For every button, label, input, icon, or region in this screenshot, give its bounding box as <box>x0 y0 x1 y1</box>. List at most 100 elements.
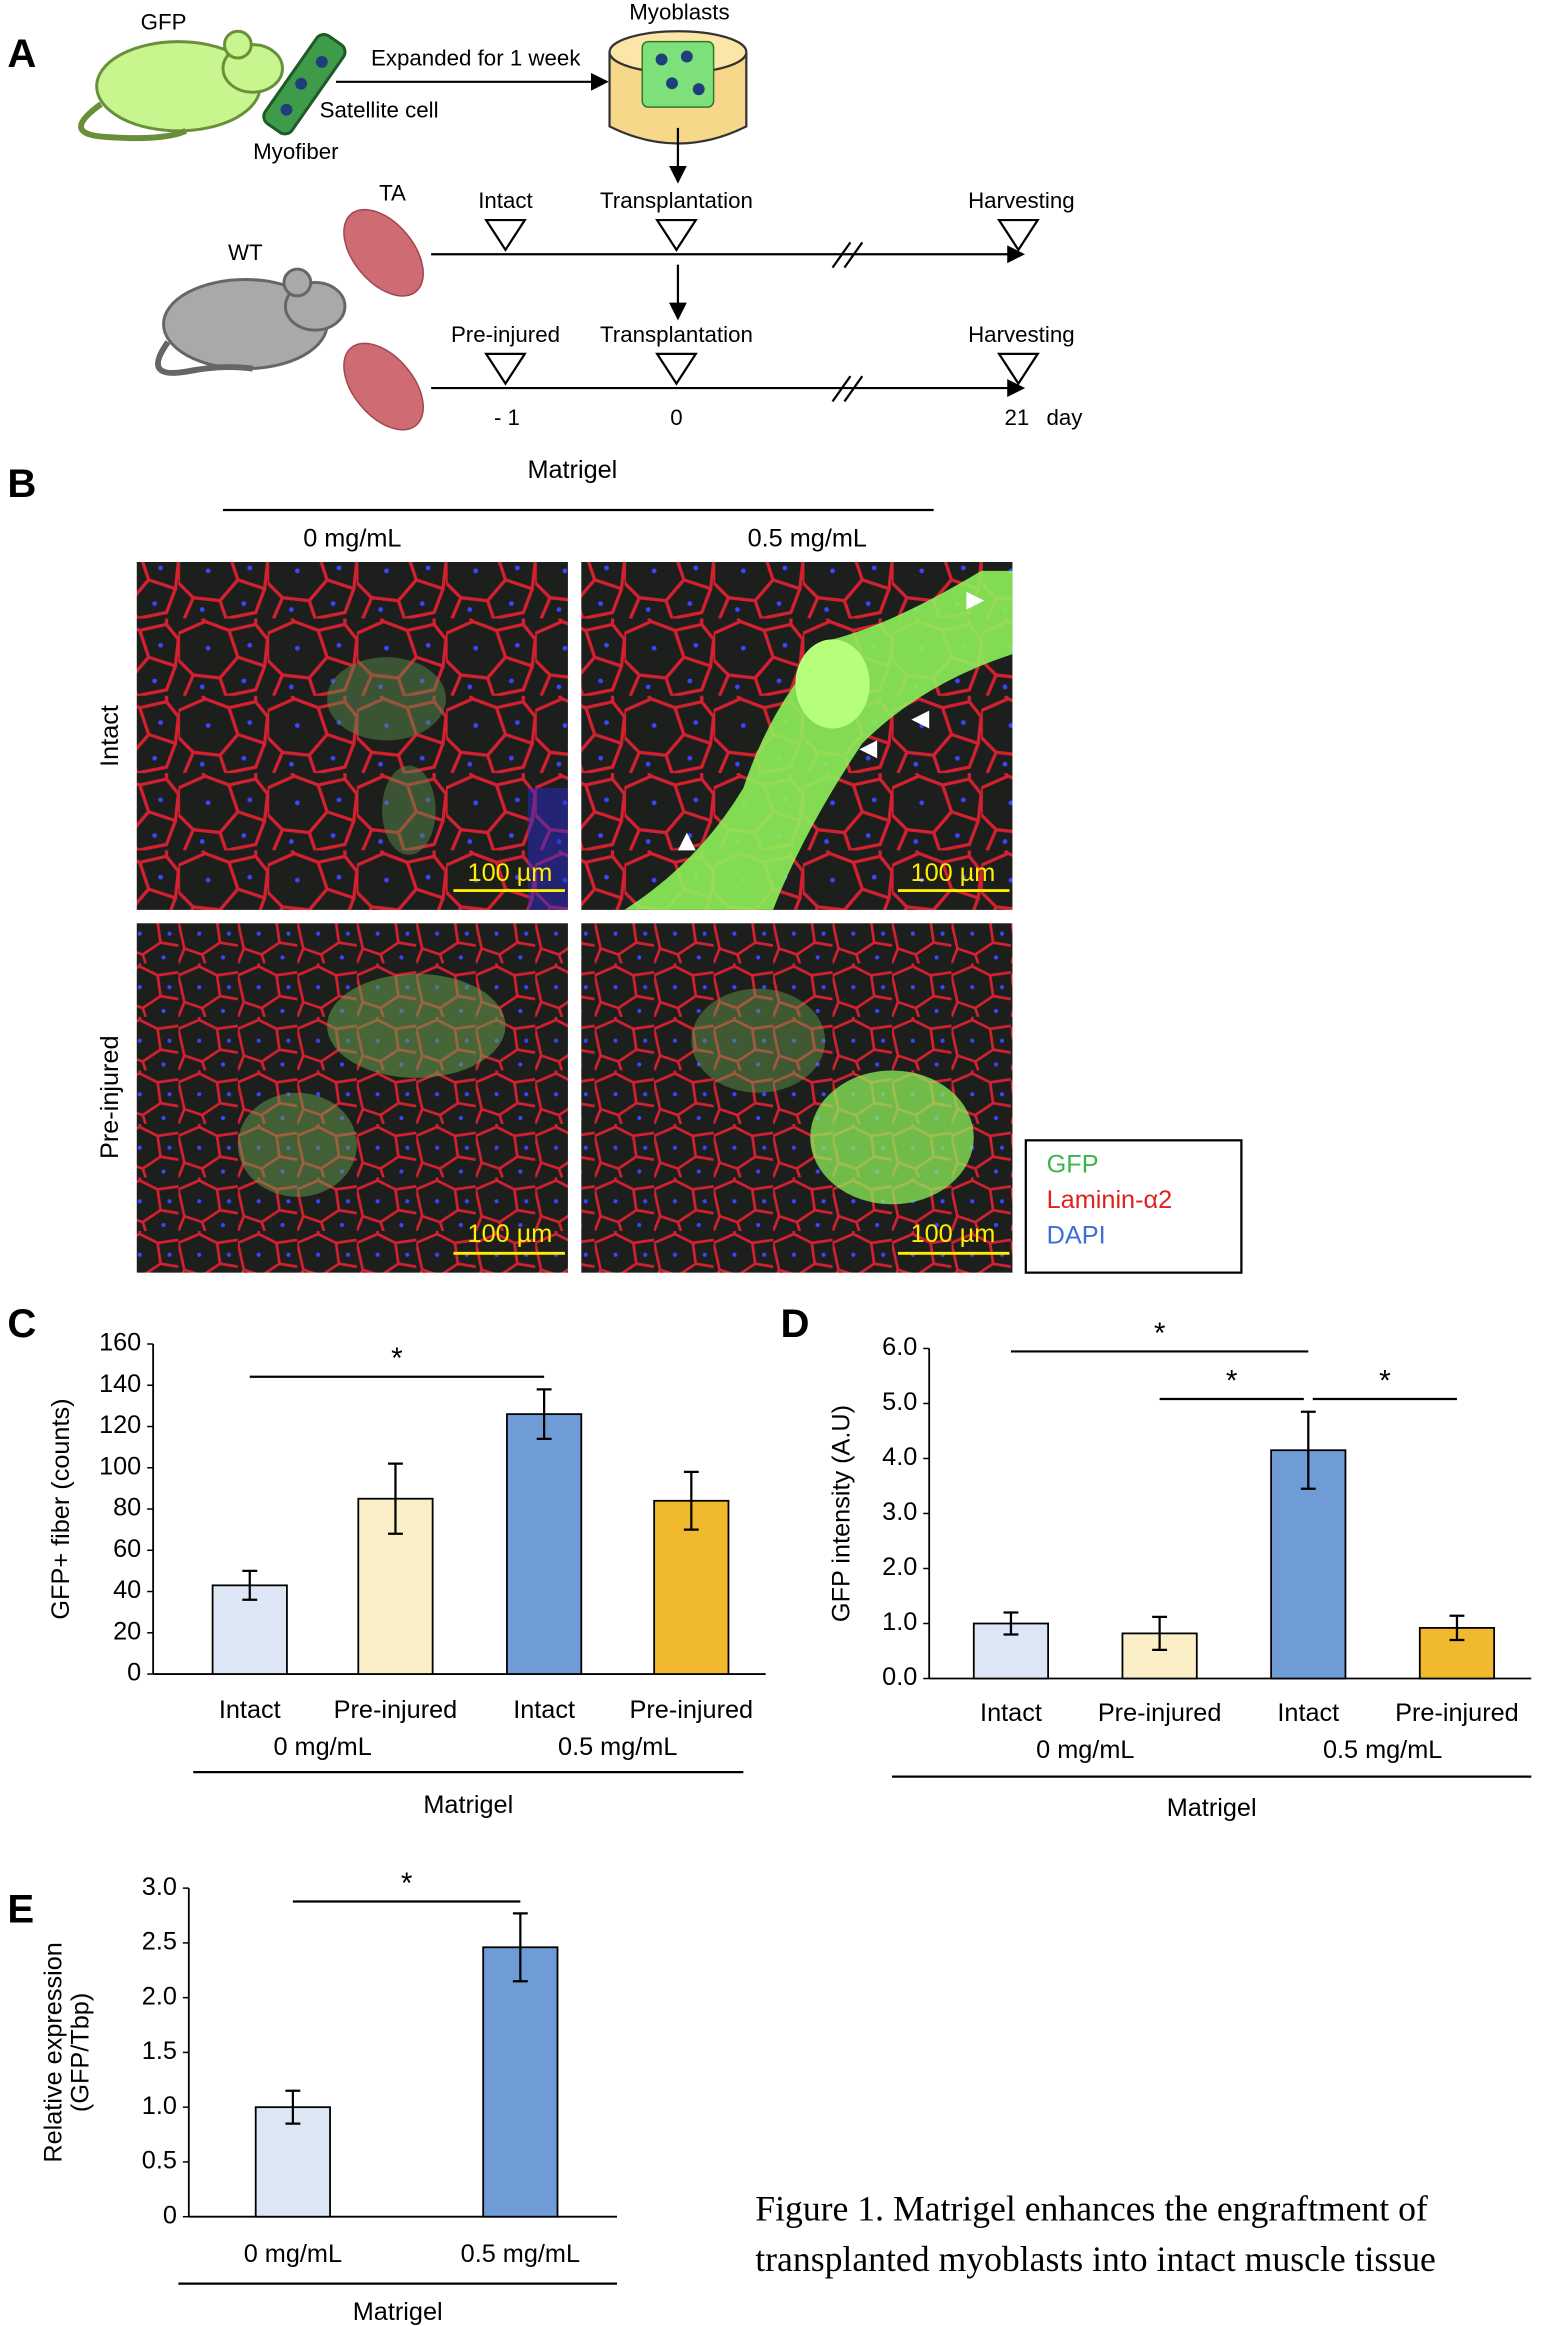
error-bar <box>683 1470 699 1531</box>
label: Satellite cell <box>320 97 439 122</box>
scale-label: 100 µm <box>911 1220 996 1248</box>
scale-label: 100 µm <box>468 859 553 887</box>
label: Pre-injured <box>451 322 560 347</box>
label: Myofiber <box>253 139 339 164</box>
x-tick-label: 0 mg/mL <box>244 2240 342 2268</box>
y-tick-label: 160 <box>99 1329 141 1357</box>
error-bar <box>1003 1611 1019 1636</box>
label: TA <box>379 181 406 206</box>
panel-label: E <box>7 1887 34 1932</box>
label: WT <box>228 240 263 265</box>
scale-bars <box>453 889 1010 1255</box>
panel-label: A <box>7 31 36 76</box>
legend-entry: GFP <box>1047 1150 1099 1178</box>
x-tick-label: Intact <box>513 1696 575 1724</box>
y-tick-label: 1.0 <box>142 2092 177 2120</box>
y-tick-label: 60 <box>113 1535 141 1563</box>
x-tick-label: Intact <box>1277 1699 1339 1727</box>
significance-mark: * <box>401 1867 413 1900</box>
label: Pre-injured <box>96 1035 124 1159</box>
micrograph <box>136 923 568 1273</box>
label: - 1 <box>494 405 520 430</box>
panel-label: B <box>7 461 36 506</box>
x-axis-label: Matrigel <box>353 2298 443 2326</box>
x-tick-label: Intact <box>219 1696 281 1724</box>
y-tick-label: 120 <box>99 1411 141 1439</box>
muscle <box>343 208 424 297</box>
label: Myoblasts <box>629 0 729 24</box>
caption: Figure 1. Matrigel enhances the engraftm… <box>755 2188 1428 2228</box>
y-axis-label: Relative expression <box>40 1942 68 2162</box>
y-tick-label: 3.0 <box>142 1873 177 1901</box>
y-tick-label: 140 <box>99 1370 141 1398</box>
gfp-mouse <box>78 29 284 142</box>
legend-entry: DAPI <box>1047 1222 1106 1250</box>
x-tick-label: Intact <box>980 1699 1042 1727</box>
error-bar <box>1152 1615 1168 1652</box>
error-bar <box>242 1569 258 1601</box>
label: Intact <box>96 705 124 767</box>
y-axis-label: (GFP/Tbp) <box>66 1993 94 2112</box>
wt-mouse <box>155 267 347 376</box>
panel-a: A GFP Myofiber Satellite cell Expanded f… <box>7 0 1083 431</box>
y-tick-label: 0.5 <box>142 2147 177 2175</box>
scale-label: 100 µm <box>911 859 996 887</box>
x-axis-label: Matrigel <box>423 1791 513 1819</box>
y-tick-label: 1.0 <box>882 1608 917 1636</box>
y-tick-label: 80 <box>113 1494 141 1522</box>
x-axis-label: Matrigel <box>1167 1794 1257 1822</box>
y-tick-label: 40 <box>113 1576 141 1604</box>
y-axis-label: GFP+ fiber (counts) <box>47 1398 75 1619</box>
label: Intact <box>478 188 533 213</box>
error-bar <box>512 1912 528 1983</box>
label: 21 <box>1004 405 1029 430</box>
group-label: 0.5 mg/mL <box>558 1733 677 1761</box>
y-tick-label: 2.0 <box>142 1982 177 2010</box>
y-tick-label: 3.0 <box>882 1498 917 1526</box>
label: Matrigel <box>527 456 617 484</box>
error-bar <box>1449 1614 1465 1642</box>
timeline <box>431 218 1040 403</box>
micrograph <box>136 562 568 910</box>
y-tick-label: 0 <box>163 2201 177 2229</box>
label: 0.5 mg/mL <box>748 524 867 552</box>
panel-b: B Matrigel 0 mg/mL 0.5 mg/mL Intact Pre-… <box>7 456 1243 1274</box>
label: day <box>1046 405 1083 430</box>
bar <box>506 1413 583 1675</box>
label: Harvesting <box>968 322 1075 347</box>
dish <box>608 30 748 145</box>
y-tick-label: 20 <box>113 1617 141 1645</box>
muscle <box>343 342 424 431</box>
label: 0 mg/mL <box>303 524 401 552</box>
legend-entry: Laminin-α2 <box>1047 1186 1173 1214</box>
significance-mark: * <box>1154 1317 1166 1350</box>
bar <box>482 1946 559 2218</box>
label: Harvesting <box>968 188 1075 213</box>
y-axis-label: GFP intensity (A.U) <box>828 1405 856 1622</box>
y-tick-label: 0.0 <box>882 1663 917 1691</box>
label: 0 <box>670 405 682 430</box>
x-tick-label: Pre-injured <box>1098 1699 1222 1727</box>
caption: transplanted myoblasts into intact muscl… <box>755 2239 1436 2279</box>
y-tick-label: 2.5 <box>142 1928 177 1956</box>
label: GFP <box>141 10 187 35</box>
x-tick-label: 0.5 mg/mL <box>461 2240 580 2268</box>
y-tick-label: 4.0 <box>882 1443 917 1471</box>
y-tick-label: 1.5 <box>142 2037 177 2065</box>
micrograph <box>581 923 1013 1273</box>
x-tick-label: Pre-injured <box>334 1696 458 1724</box>
y-tick-label: 2.0 <box>882 1553 917 1581</box>
y-tick-label: 5.0 <box>882 1388 917 1416</box>
label: Expanded for 1 week <box>371 45 581 70</box>
label: Transplantation <box>600 188 753 213</box>
significance-mark: * <box>1226 1365 1238 1398</box>
error-bar <box>285 2089 301 2125</box>
x-tick-label: Pre-injured <box>1395 1699 1519 1727</box>
legend <box>1024 1139 1243 1274</box>
scale-label: 100 µm <box>468 1220 553 1248</box>
y-tick-label: 6.0 <box>882 1333 917 1361</box>
group-label: 0 mg/mL <box>1036 1736 1134 1764</box>
myofiber <box>262 32 347 136</box>
error-bar <box>388 1462 403 1535</box>
